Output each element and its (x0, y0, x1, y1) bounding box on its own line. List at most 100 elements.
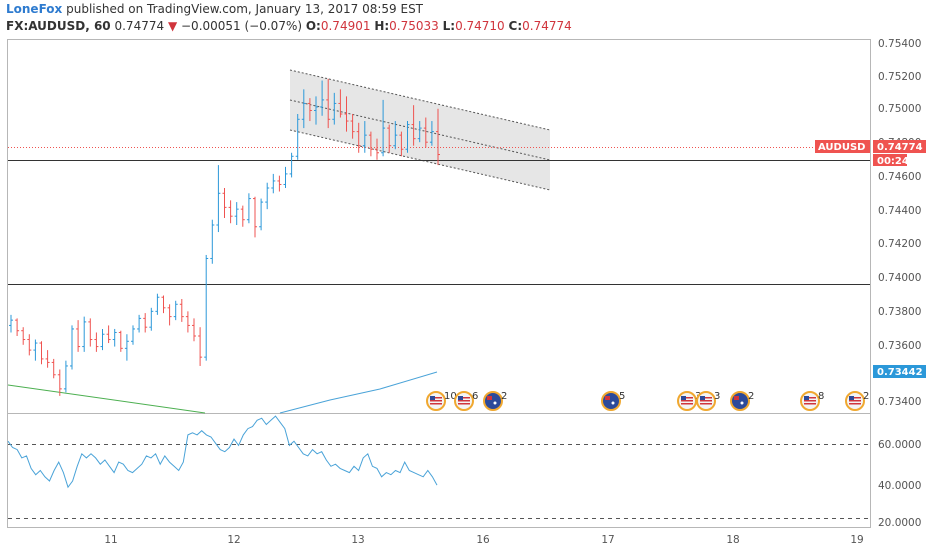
ohlc-bar (344, 96, 349, 132)
badge-countdown: 00:24 (877, 156, 909, 167)
close-label: C: (508, 19, 523, 33)
ohlc-bar (204, 254, 209, 361)
ohlc-bar (192, 318, 196, 342)
ohlc-bar (320, 80, 325, 116)
change-value: −0.00051 (−0.07%) (181, 19, 303, 33)
ohlc-bar (259, 198, 264, 231)
ohlc-bar (94, 332, 99, 352)
rsi-line (7, 415, 438, 489)
ohlc-bar (271, 173, 276, 194)
channel-upper-line[interactable] (289, 69, 551, 131)
ohlc-bar (234, 202, 239, 225)
us-flag-icon[interactable]: 3 (696, 391, 720, 411)
ohlc-bar (253, 196, 257, 238)
ohlc-bar (228, 200, 233, 224)
symbol-label: FX:AUDUSD, 60 (6, 19, 111, 33)
time-axis[interactable]: 11 12 13 16 17 18 19 (104, 534, 863, 546)
ohlc-bar (88, 318, 93, 347)
trend-line-green[interactable] (7, 384, 206, 414)
event-count: 8 (818, 391, 824, 402)
ohlc-bar (222, 188, 227, 218)
ohlc-bar (240, 205, 245, 227)
low-value: 0.74710 (455, 19, 505, 33)
ohlc-bar (167, 304, 172, 326)
ohlc-legend: FX:AUDUSD, 60 0.74774 ▼ −0.00051 (−0.07%… (6, 19, 572, 33)
price-pane-frame (7, 39, 871, 414)
ohlc-bar (295, 114, 300, 160)
ohlc-bar (51, 358, 56, 379)
ohlc-bar (289, 152, 294, 178)
low-label: L: (442, 19, 456, 33)
ohlc-bar (326, 78, 331, 129)
ohlc-bar (381, 99, 386, 157)
ohlc-bar (9, 314, 13, 333)
time-tick: 19 (850, 534, 863, 546)
close-value: 0.74774 (522, 19, 572, 33)
ohlc-bar (63, 360, 68, 393)
ohlc-bar (149, 307, 154, 331)
ohlc-bar (277, 175, 282, 192)
ohlc-bar (173, 300, 178, 321)
ohlc-bar (332, 92, 337, 125)
price-tick: 0.74600 (878, 171, 921, 183)
price-tick: 0.75200 (878, 71, 921, 83)
us-flag-icon[interactable]: 10 (426, 391, 457, 411)
ohlc-bar (301, 89, 306, 129)
indicator-price-badge: 0.73442 (873, 365, 926, 378)
ohlc-bar (356, 122, 361, 153)
ohlc-bar (375, 138, 379, 160)
ohlc-bar (338, 89, 343, 118)
ohlc-bar (368, 131, 373, 157)
badge-symbol: AUDUSD (818, 142, 865, 153)
event-count: 2 (748, 391, 754, 402)
price-tick: 0.75400 (878, 38, 921, 50)
ohlc-bar (15, 318, 20, 336)
price-tick: 0.73600 (878, 340, 921, 352)
symbol-price-badge: AUDUSD 0.74774 00:24 (815, 140, 926, 167)
time-tick: 11 (104, 534, 117, 546)
ohlc-bar (21, 327, 26, 345)
ohlc-bar (399, 131, 404, 157)
price-axis[interactable]: 0.75400 0.75200 0.75000 0.74800 0.74600 … (878, 38, 921, 408)
price-tick: 0.73400 (878, 396, 921, 408)
us-flag-icon[interactable]: 8 (800, 391, 824, 411)
ohlc-bar (70, 325, 74, 370)
author-name[interactable]: LoneFox (6, 2, 63, 16)
rsi-axis[interactable]: 60.0000 40.0000 20.0000 (878, 439, 921, 529)
au-flag-icon[interactable]: 2 (730, 391, 754, 411)
price-tick: 0.75000 (878, 103, 921, 115)
au-flag-icon[interactable]: 5 (601, 391, 625, 411)
time-tick: 12 (227, 534, 240, 546)
moving-average-line[interactable] (279, 371, 438, 414)
ohlc-bar (143, 313, 148, 333)
ohlc-bar (265, 182, 270, 210)
ohlc-bar (137, 314, 142, 333)
ohlc-bar (393, 121, 398, 150)
ohlc-bar (436, 108, 440, 166)
us-flag-icon[interactable]: 2 (845, 391, 869, 411)
ohlc-bar (131, 325, 135, 345)
ohlc-bars (9, 78, 440, 396)
ohlc-bar (124, 334, 129, 361)
badge-indicator-value: 0.73442 (877, 367, 923, 378)
ohlc-bar (423, 117, 428, 148)
price-tick: 0.74000 (878, 272, 921, 284)
au-flag-icon[interactable]: 2 (483, 391, 507, 411)
ohlc-bar (45, 350, 50, 368)
time-tick: 18 (726, 534, 739, 546)
ohlc-bar (112, 328, 117, 347)
us-flag-icon[interactable]: 6 (454, 391, 478, 411)
ohlc-bar (155, 293, 160, 315)
rsi-pane-frame (7, 413, 871, 528)
time-tick: 16 (476, 534, 490, 546)
price-tick: 0.73800 (878, 306, 921, 318)
ohlc-bar (411, 105, 416, 146)
ohlc-bar (307, 98, 312, 122)
publish-info: LoneFox published on TradingView.com, Ja… (6, 2, 423, 16)
ohlc-bar (429, 121, 434, 146)
price-tick: 0.74200 (878, 238, 921, 250)
rsi-tick: 20.0000 (878, 517, 921, 529)
ohlc-bar (185, 311, 190, 333)
economic-events[interactable]: 1062533282 (426, 391, 869, 411)
